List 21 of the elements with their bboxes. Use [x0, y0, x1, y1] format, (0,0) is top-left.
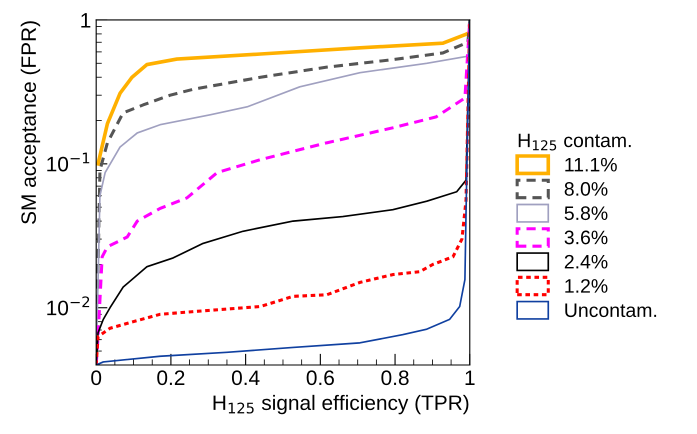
legend-label: Uncontam.: [565, 304, 656, 318]
x-axis-title: H$_{125}$ signal efficiency (TPR): [214, 394, 468, 414]
legend-label: 5.8%: [564, 206, 608, 220]
x-tick-label: 0.6: [306, 370, 334, 386]
legend-label: 3.6%: [564, 230, 608, 244]
legend-label: 2.4%: [564, 254, 608, 269]
y-axis-title: SM acceptance (FPR): [20, 21, 40, 224]
x-tick-label: 0.8: [381, 370, 409, 386]
legend-label: 1.2%: [565, 279, 608, 293]
x-tick-label: 0.4: [232, 370, 260, 386]
legend-title: H$_{125}$ contam.: [518, 134, 631, 150]
x-tick-label: 0.2: [157, 370, 184, 386]
legend-label: 11.1%: [565, 158, 617, 172]
legend-label: 8.0%: [564, 182, 608, 196]
line-series: [96, 30, 470, 166]
y-tick-label: 10$^{−2}$: [47, 296, 90, 316]
y-tick-label: 10$^{−1}$: [47, 152, 90, 172]
line-series: [96, 20, 470, 365]
x-tick-label: 1: [466, 370, 475, 385]
x-tick-label: 0: [91, 370, 102, 386]
y-tick-label: 1: [81, 13, 90, 28]
